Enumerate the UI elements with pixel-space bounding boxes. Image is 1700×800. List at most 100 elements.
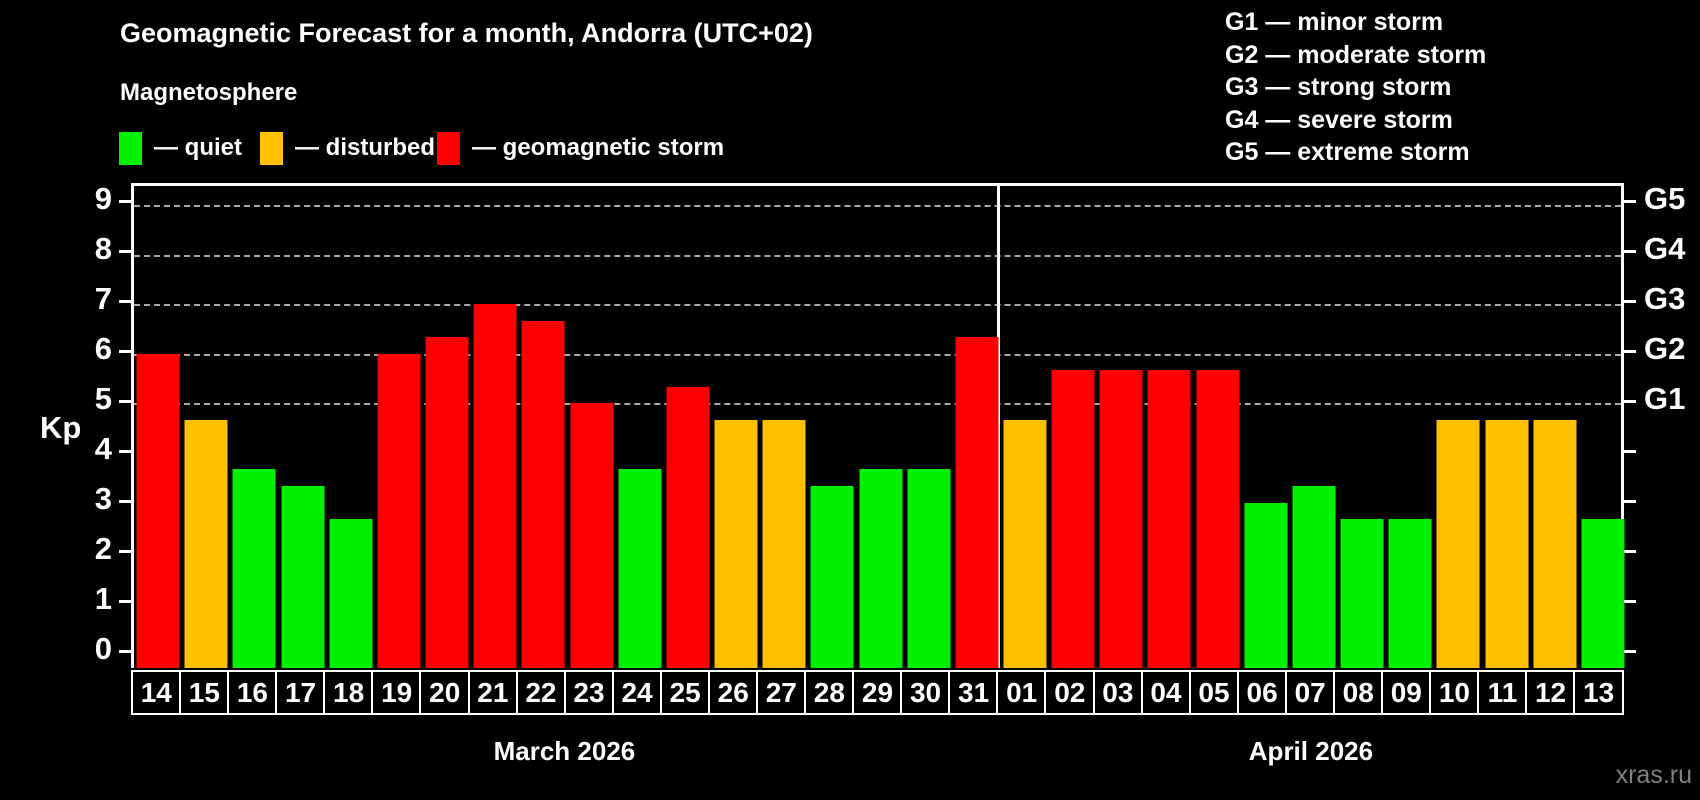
kp-bar-day-12 (1533, 419, 1577, 668)
day-label-10: 10 (1429, 670, 1480, 715)
gridline-kp7 (134, 304, 1621, 307)
gridline-kp6 (134, 353, 1621, 356)
right-tick-0 (1624, 650, 1636, 654)
y-tick-label-2: 2 (94, 530, 112, 566)
y-tick-label-1: 1 (94, 580, 112, 616)
y-tick-8 (119, 250, 131, 254)
quiet-swatch-icon (119, 131, 142, 165)
day-label-31: 31 (948, 670, 999, 715)
day-label-03: 03 (1092, 670, 1144, 715)
day-label-11: 11 (1477, 670, 1528, 715)
y-tick-6 (119, 350, 131, 354)
right-tick-7 (1624, 300, 1636, 304)
day-label-23: 23 (563, 670, 615, 715)
day-label-30: 30 (900, 670, 951, 715)
kp-bar-day-21 (473, 304, 517, 668)
g4-legend-line: G4 — severe storm (1225, 105, 1453, 134)
y-tick-0 (119, 650, 131, 654)
y-tick-2 (119, 550, 131, 554)
legend-item-quiet: — quiet (119, 128, 242, 168)
right-tick-5 (1624, 400, 1636, 404)
y-tick-label-6: 6 (94, 330, 112, 366)
kp-bar-day-25 (666, 387, 710, 668)
day-label-24: 24 (611, 670, 663, 715)
right-tick-label-G1: G1 (1644, 380, 1686, 416)
y-tick-1 (119, 600, 131, 604)
gridline-kp5 (134, 403, 1621, 406)
y-tick-3 (119, 500, 131, 504)
y-tick-5 (119, 400, 131, 404)
kp-bar-day-20 (425, 337, 469, 668)
legend-item-storm: — geomagnetic storm (437, 128, 724, 168)
day-axis: 14 15 16 17 18 19 20 21 22 23 24 25 26 27 28 29 30 31 01 02… (131, 670, 1624, 715)
kp-bar-day-27 (762, 419, 806, 668)
day-label-04: 04 (1140, 670, 1192, 715)
day-label-20: 20 (419, 670, 471, 715)
right-tick-2 (1624, 550, 1636, 554)
y-tick-label-4: 4 (94, 430, 112, 466)
right-tick-label-G4: G4 (1644, 230, 1686, 266)
kp-bar-day-11 (1485, 419, 1529, 668)
kp-bar-day-08 (1340, 519, 1384, 668)
day-label-05: 05 (1188, 670, 1240, 715)
day-label-22: 22 (515, 670, 567, 715)
right-tick-4 (1624, 450, 1636, 454)
day-label-12: 12 (1525, 670, 1576, 715)
kp-bar-day-31 (955, 337, 999, 668)
y-axis-title: Kp (40, 410, 82, 445)
day-label-28: 28 (804, 670, 855, 715)
kp-bar-day-18 (329, 519, 373, 668)
kp-bar-day-05 (1196, 370, 1240, 668)
storm-scale-legend: G1 — minor storm G2 — moderate storm G3 … (1225, 6, 1486, 169)
day-label-17: 17 (275, 670, 326, 715)
right-tick-label-G3: G3 (1644, 280, 1686, 316)
legend-label-storm: — geomagnetic storm (472, 134, 725, 161)
kp-bar-day-17 (281, 486, 325, 668)
day-label-16: 16 (227, 670, 278, 715)
day-label-18: 18 (323, 670, 374, 715)
kp-bar-day-04 (1147, 370, 1191, 668)
kp-bar-day-30 (907, 469, 951, 668)
y-tick-9 (119, 200, 131, 204)
day-label-14: 14 (131, 670, 182, 715)
plot-area (131, 183, 1625, 668)
y-tick-label-0: 0 (94, 630, 112, 666)
day-label-21: 21 (467, 670, 519, 715)
right-tick-1 (1624, 600, 1636, 604)
day-label-19: 19 (371, 670, 422, 715)
kp-bar-day-10 (1436, 419, 1480, 668)
gridline-kp8 (134, 254, 1621, 257)
g2-legend-line: G2 — moderate storm (1225, 40, 1487, 69)
day-label-07: 07 (1284, 670, 1336, 715)
kp-bar-day-22 (521, 320, 565, 668)
day-label-01: 01 (996, 670, 1047, 715)
y-tick-label-7: 7 (94, 280, 112, 316)
right-tick-8 (1624, 250, 1636, 254)
day-label-09: 09 (1381, 670, 1432, 715)
day-label-06: 06 (1236, 670, 1288, 715)
kp-bar-day-06 (1244, 502, 1288, 668)
storm-swatch-icon (437, 131, 460, 165)
kp-bar-day-29 (859, 469, 902, 668)
kp-bar-day-07 (1292, 486, 1336, 668)
kp-bar-day-23 (570, 403, 614, 668)
g3-legend-line: G3 — strong storm (1225, 73, 1452, 102)
day-label-25: 25 (659, 670, 711, 715)
right-tick-label-G5: G5 (1644, 180, 1686, 216)
day-label-27: 27 (756, 670, 807, 715)
page-title: Geomagnetic Forecast for a month, Andorr… (120, 18, 813, 48)
legend-item-disturbed: — disturbed (260, 128, 435, 168)
right-tick-3 (1624, 500, 1636, 504)
gridline-kp9 (134, 204, 1621, 207)
chart-subtitle: Magnetosphere (120, 79, 298, 106)
y-tick-7 (119, 300, 131, 304)
y-tick-label-3: 3 (94, 480, 112, 516)
right-tick-label-G2: G2 (1644, 330, 1686, 366)
kp-bar-day-28 (810, 486, 854, 668)
legend-label-quiet: — quiet (154, 134, 242, 161)
right-tick-9 (1624, 200, 1636, 204)
month-separator (997, 186, 1001, 668)
kp-bar-day-13 (1581, 519, 1625, 668)
kp-bar-day-15 (184, 419, 228, 668)
